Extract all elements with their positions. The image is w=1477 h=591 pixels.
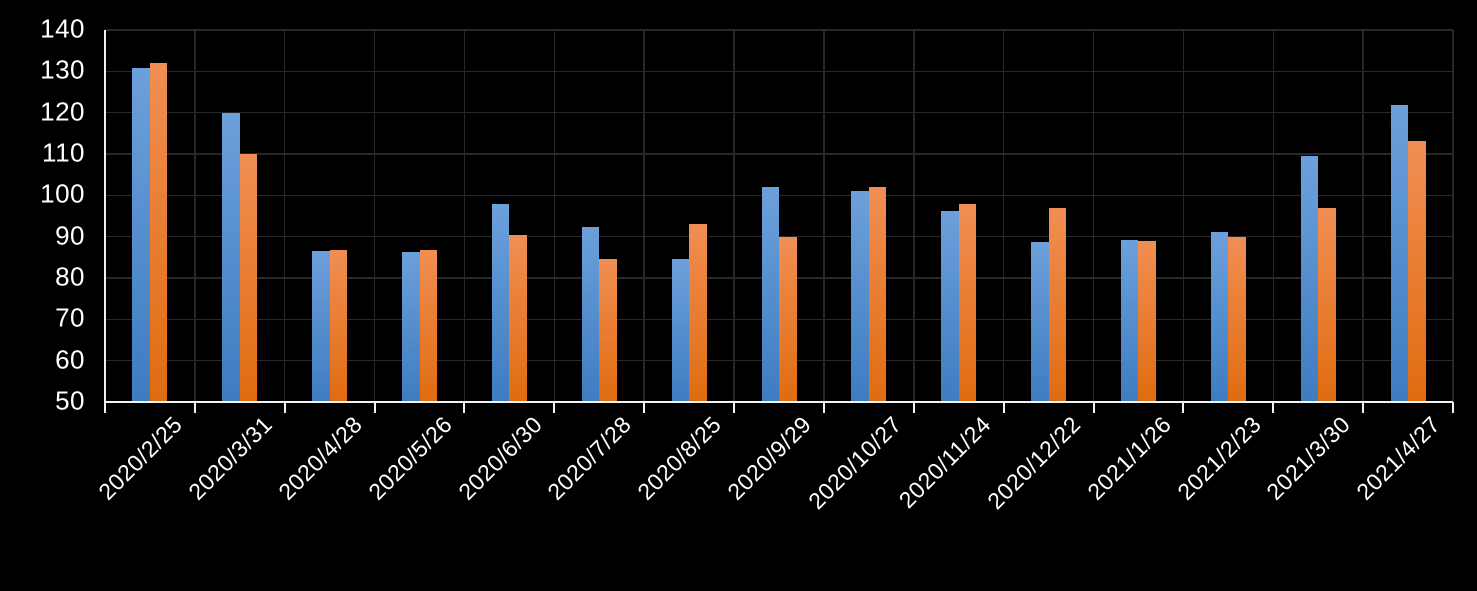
gridline-horizontal — [105, 194, 1453, 197]
x-axis-tick-label: 2020/6/30 — [452, 411, 547, 505]
x-axis-tick — [822, 402, 825, 413]
x-axis-tick-label: 2020/7/28 — [542, 411, 637, 505]
bar-orange-series-2020/4/28[interactable] — [329, 250, 348, 402]
bar-orange-series-2021/1/26[interactable] — [1138, 241, 1156, 402]
gridline-horizontal — [105, 153, 1453, 155]
bar-blue-series-2020/12/22[interactable] — [1031, 242, 1049, 402]
gridline-vertical — [1002, 30, 1005, 402]
x-axis-tick — [553, 402, 556, 413]
bar-orange-series-2021/3/30[interactable] — [1318, 207, 1336, 402]
bar-blue-series-2020/4/28[interactable] — [312, 250, 330, 402]
x-axis-tick-label: 2020/11/24 — [894, 411, 997, 514]
x-axis-tick-label: 2020/4/28 — [273, 411, 368, 505]
y-axis-tick-label: 140 — [40, 13, 85, 44]
bar-orange-series-2020/5/26[interactable] — [419, 249, 438, 402]
bar-blue-series-2020/3/31[interactable] — [222, 112, 240, 402]
bar-blue-series-2021/4/27[interactable] — [1390, 105, 1409, 402]
y-axis-tick-label: 100 — [40, 178, 85, 209]
gridline-vertical — [733, 30, 735, 402]
bar-orange-series-2020/6/30[interactable] — [509, 234, 527, 402]
bar-blue-series-2021/1/26[interactable] — [1120, 239, 1139, 402]
x-axis-tick — [1362, 402, 1365, 413]
bar-orange-series-2020/2/25[interactable] — [149, 62, 168, 402]
gridline-vertical — [553, 30, 556, 402]
x-axis-tick — [643, 402, 646, 413]
x-axis-tick — [1182, 402, 1185, 413]
bar-orange-series-2020/10/27[interactable] — [868, 187, 887, 402]
x-axis-tick-label: 2020/10/27 — [802, 411, 907, 515]
gridline-vertical — [1362, 30, 1364, 402]
gridline-vertical — [1182, 30, 1185, 402]
gridline-vertical — [1092, 30, 1095, 402]
bar-orange-series-2020/9/29[interactable] — [779, 236, 797, 402]
x-axis-tick-label: 2020/2/25 — [93, 411, 188, 505]
bar-blue-series-2021/2/23[interactable] — [1210, 231, 1229, 402]
bar-orange-series-2020/8/25[interactable] — [689, 224, 707, 402]
y-axis-tick-label: 90 — [55, 219, 85, 250]
x-axis-tick — [463, 402, 466, 413]
bar-orange-series-2020/7/28[interactable] — [599, 259, 617, 402]
bar-blue-series-2020/10/27[interactable] — [851, 191, 869, 402]
bar-orange-series-2020/12/22[interactable] — [1048, 207, 1067, 402]
y-axis-tick-label: 50 — [55, 385, 85, 416]
y-axis-tick-label: 60 — [55, 343, 85, 374]
x-axis-tick-label: 2021/4/27 — [1351, 411, 1446, 505]
y-axis-tick-label: 130 — [40, 54, 85, 85]
x-axis-tick — [1452, 402, 1454, 413]
y-axis-line — [104, 30, 106, 413]
bar-blue-series-2020/2/25[interactable] — [132, 68, 150, 402]
bar-blue-series-2020/7/28[interactable] — [581, 226, 600, 402]
y-axis-tick-label: 70 — [55, 302, 85, 333]
gridline-horizontal — [105, 29, 1453, 31]
gridline-vertical — [823, 30, 825, 402]
gridline-vertical — [1272, 30, 1275, 402]
x-axis-tick — [733, 402, 736, 413]
bar-orange-series-2021/4/27[interactable] — [1408, 140, 1426, 402]
gridline-horizontal — [105, 235, 1453, 238]
bar-blue-series-2020/11/24[interactable] — [941, 211, 959, 402]
bar-orange-series-2021/2/23[interactable] — [1228, 236, 1246, 402]
gridline-vertical — [643, 30, 645, 402]
x-axis-tick-label: 2020/8/25 — [632, 411, 727, 505]
y-axis-tick-label: 110 — [42, 137, 85, 168]
gridline-vertical — [463, 30, 466, 402]
x-axis-tick — [373, 402, 376, 413]
gridline-horizontal — [105, 70, 1453, 73]
bar-blue-series-2020/8/25[interactable] — [671, 258, 690, 402]
x-axis-tick-label: 2021/3/30 — [1261, 411, 1356, 505]
x-axis-tick — [283, 402, 286, 413]
bar-blue-series-2020/9/29[interactable] — [761, 187, 779, 402]
bar-orange-series-2020/11/24[interactable] — [958, 204, 977, 402]
x-axis-tick-label: 2021/1/26 — [1081, 411, 1176, 505]
gridline-vertical — [1452, 30, 1454, 402]
bar-blue-series-2020/5/26[interactable] — [402, 251, 420, 402]
x-axis-tick — [1092, 402, 1095, 413]
x-axis-tick — [1002, 402, 1005, 413]
x-axis-tick — [193, 402, 196, 413]
x-axis-tick-label: 2020/12/22 — [982, 411, 1086, 515]
plot-area — [104, 29, 1454, 403]
x-axis-tick-label: 2020/5/26 — [363, 411, 457, 505]
x-axis-tick-label: 2020/3/31 — [183, 411, 278, 505]
gridline-vertical — [194, 30, 196, 402]
bar-blue-series-2020/6/30[interactable] — [491, 203, 510, 402]
bar-orange-series-2020/3/31[interactable] — [239, 154, 258, 402]
x-axis-tick — [1272, 402, 1275, 413]
y-axis-tick-label: 80 — [55, 261, 85, 292]
gridline-vertical — [913, 30, 915, 402]
y-axis-tick-label: 120 — [40, 95, 85, 126]
x-axis-tick-label: 2021/2/23 — [1171, 411, 1266, 505]
x-axis-tick — [912, 402, 915, 413]
x-axis-tick-label: 2020/9/29 — [722, 411, 817, 505]
x-axis-line — [105, 401, 1453, 403]
gridline-vertical — [373, 30, 376, 402]
gridline-horizontal — [105, 111, 1453, 114]
gridline-vertical — [283, 30, 286, 402]
bar-blue-series-2021/3/30[interactable] — [1300, 155, 1319, 402]
